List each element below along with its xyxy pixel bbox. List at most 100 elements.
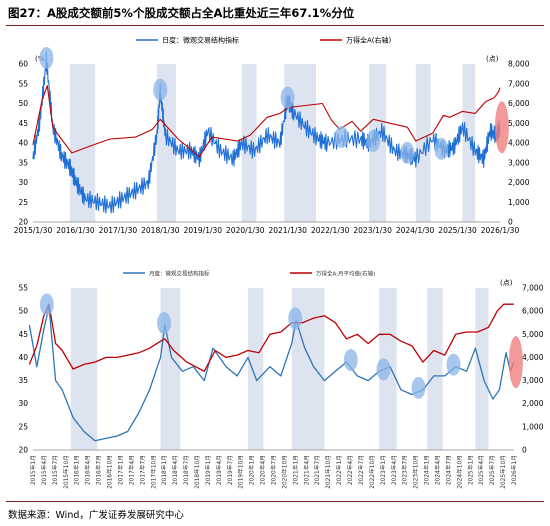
figure-title: 图27：A股成交额前5%个股成交额占全A比重处近三年67.1%分位 xyxy=(8,5,354,21)
y-right-tick-0: 0 xyxy=(508,218,513,227)
x-tick-0: 2015/1/30 xyxy=(14,226,53,235)
x-tick-6: 2021/1/30 xyxy=(268,226,307,235)
y-right-tick-0: 0 xyxy=(522,446,527,455)
highlight-bubble-6 xyxy=(446,353,461,376)
x-tick-29: 2022年4月 xyxy=(346,455,354,485)
x-tick-7: 2016年10月 xyxy=(106,455,114,489)
shaded-band-6 xyxy=(462,64,476,222)
x-tick-13: 2018年4月 xyxy=(171,455,179,485)
x-tick-23: 2020年10月 xyxy=(280,455,288,489)
highlight-bubble-4 xyxy=(366,130,381,152)
title-divider xyxy=(6,25,544,26)
x-tick-8: 2017年1月 xyxy=(116,455,124,485)
y-left-tick-7: 55 xyxy=(18,284,28,293)
y-right-tick-3: 3,000 xyxy=(508,158,530,167)
x-tick-12: 2018年1月 xyxy=(160,455,168,485)
figure-title-text: A股成交额前5%个股成交额占全A比重处近三年67.1%分位 xyxy=(47,6,355,20)
y-left-tick-1: 25 xyxy=(18,422,28,431)
x-tick-3: 2015年10月 xyxy=(62,455,70,489)
y-left-tick-1: 25 xyxy=(18,198,28,207)
highlight-bubble-0 xyxy=(39,47,54,70)
y-left-tick-0: 20 xyxy=(18,218,28,227)
highlight-bubble-2 xyxy=(280,86,295,109)
shaded-band-5 xyxy=(415,64,431,222)
y-right-tick-1: 1,000 xyxy=(508,198,530,207)
y-right-tick-6: 6,000 xyxy=(522,307,544,316)
figure-title-bar: 图27：A股成交额前5%个股成交额占全A比重处近三年67.1%分位 xyxy=(0,0,550,26)
y-right-tick-4: 4,000 xyxy=(508,139,530,148)
y-left-tick-3: 35 xyxy=(18,376,28,385)
x-tick-21: 2020年4月 xyxy=(259,455,267,485)
y-right-tick-3: 3,000 xyxy=(522,376,544,385)
y-left-tick-5: 45 xyxy=(18,119,28,128)
y-right-tick-6: 6,000 xyxy=(508,99,530,108)
y-right-tick-1: 1,000 xyxy=(522,422,544,431)
x-tick-17: 2019年4月 xyxy=(215,455,223,485)
x-tick-20: 2020年1月 xyxy=(248,455,256,485)
x-tick-31: 2022年10月 xyxy=(368,455,376,489)
x-tick-35: 2023年10月 xyxy=(412,455,420,489)
highlight-bubble-1 xyxy=(153,78,168,101)
x-tick-11: 2017年10月 xyxy=(149,455,157,489)
x-tick-16: 2019年1月 xyxy=(204,455,212,485)
legend-label-0: 日度：微观交易结构指标 xyxy=(162,36,239,45)
y-left-tick-6: 50 xyxy=(18,307,28,316)
x-tick-38: 2024年7月 xyxy=(444,455,452,485)
shaded-band-6 xyxy=(475,288,489,450)
latest-highlight-bubble xyxy=(494,101,509,154)
x-tick-2: 2017/1/30 xyxy=(99,226,138,235)
x-tick-14: 2018年7月 xyxy=(182,455,190,485)
source-divider xyxy=(6,501,544,502)
x-tick-6: 2016年7月 xyxy=(95,455,103,485)
x-tick-44: 2026年1月 xyxy=(510,455,518,485)
monthly-chart: 20 25 30 35 40 45 50 55 0 1,000 2,000 3,000 4,000 5,0… xyxy=(18,270,544,489)
legend-label-1: 万得全A(右轴) xyxy=(346,36,392,45)
shaded-band-5 xyxy=(427,288,443,450)
x-tick-33: 2023年4月 xyxy=(390,455,398,485)
x-tick-7: 2022/1/30 xyxy=(311,226,350,235)
x-tick-19: 2019年10月 xyxy=(237,455,245,489)
y-left-tick-2: 30 xyxy=(18,178,28,187)
y-right-tick-2: 2,000 xyxy=(522,399,544,408)
x-tick-4: 2016年1月 xyxy=(73,455,81,485)
highlight-bubble-5 xyxy=(400,141,415,164)
x-tick-1: 2015年4月 xyxy=(40,455,48,485)
x-tick-0: 2015年1月 xyxy=(29,455,37,485)
highlight-bubble-4 xyxy=(376,358,391,381)
x-tick-28: 2022年1月 xyxy=(335,455,343,485)
x-tick-34: 2023年7月 xyxy=(401,455,409,485)
y-left-tick-7: 55 xyxy=(18,79,28,88)
right-unit-label: (点) xyxy=(500,279,513,287)
legend-label-0: 月度：微观交易结构指标 xyxy=(149,270,210,278)
x-tick-10: 2025/1/30 xyxy=(438,226,477,235)
x-tick-2: 2015年7月 xyxy=(51,455,59,485)
x-tick-3: 2018/1/30 xyxy=(141,226,180,235)
x-tick-43: 2025年10月 xyxy=(499,455,507,489)
highlight-bubble-3 xyxy=(343,349,358,372)
shaded-band-2 xyxy=(241,64,257,222)
shaded-band-2 xyxy=(247,288,264,450)
y-left-tick-0: 20 xyxy=(18,446,28,455)
x-tick-5: 2020/1/30 xyxy=(226,226,265,235)
x-tick-9: 2017年4月 xyxy=(127,455,135,485)
x-tick-1: 2016/1/30 xyxy=(56,226,95,235)
y-right-tick-4: 4,000 xyxy=(522,353,544,362)
x-tick-10: 2017年7月 xyxy=(138,455,146,485)
y-left-tick-3: 35 xyxy=(18,158,28,167)
x-tick-22: 2020年7月 xyxy=(270,455,278,485)
y-right-tick-5: 5,000 xyxy=(522,330,544,339)
y-right-tick-8: 8,000 xyxy=(508,60,530,69)
x-tick-40: 2025年1月 xyxy=(466,455,474,485)
source-note: 数据来源：Wind，广发证券发展研究中心 xyxy=(8,510,184,521)
daily-chart: 20 25 30 35 40 45 50 55 60 0 1,000 2,000 3,000 4,000 5… xyxy=(14,36,530,236)
highlight-bubble-5 xyxy=(411,376,426,399)
shaded-band-0 xyxy=(70,288,98,450)
x-tick-39: 2024年10月 xyxy=(455,455,463,489)
latest-highlight-bubble xyxy=(508,336,523,389)
series-line-1 xyxy=(28,303,514,372)
x-tick-11: 2026/1/30 xyxy=(481,226,520,235)
x-tick-9: 2024/1/30 xyxy=(396,226,435,235)
y-left-tick-4: 40 xyxy=(18,139,28,148)
right-unit-label: (点) xyxy=(486,55,499,63)
highlight-bubble-1 xyxy=(157,312,172,335)
